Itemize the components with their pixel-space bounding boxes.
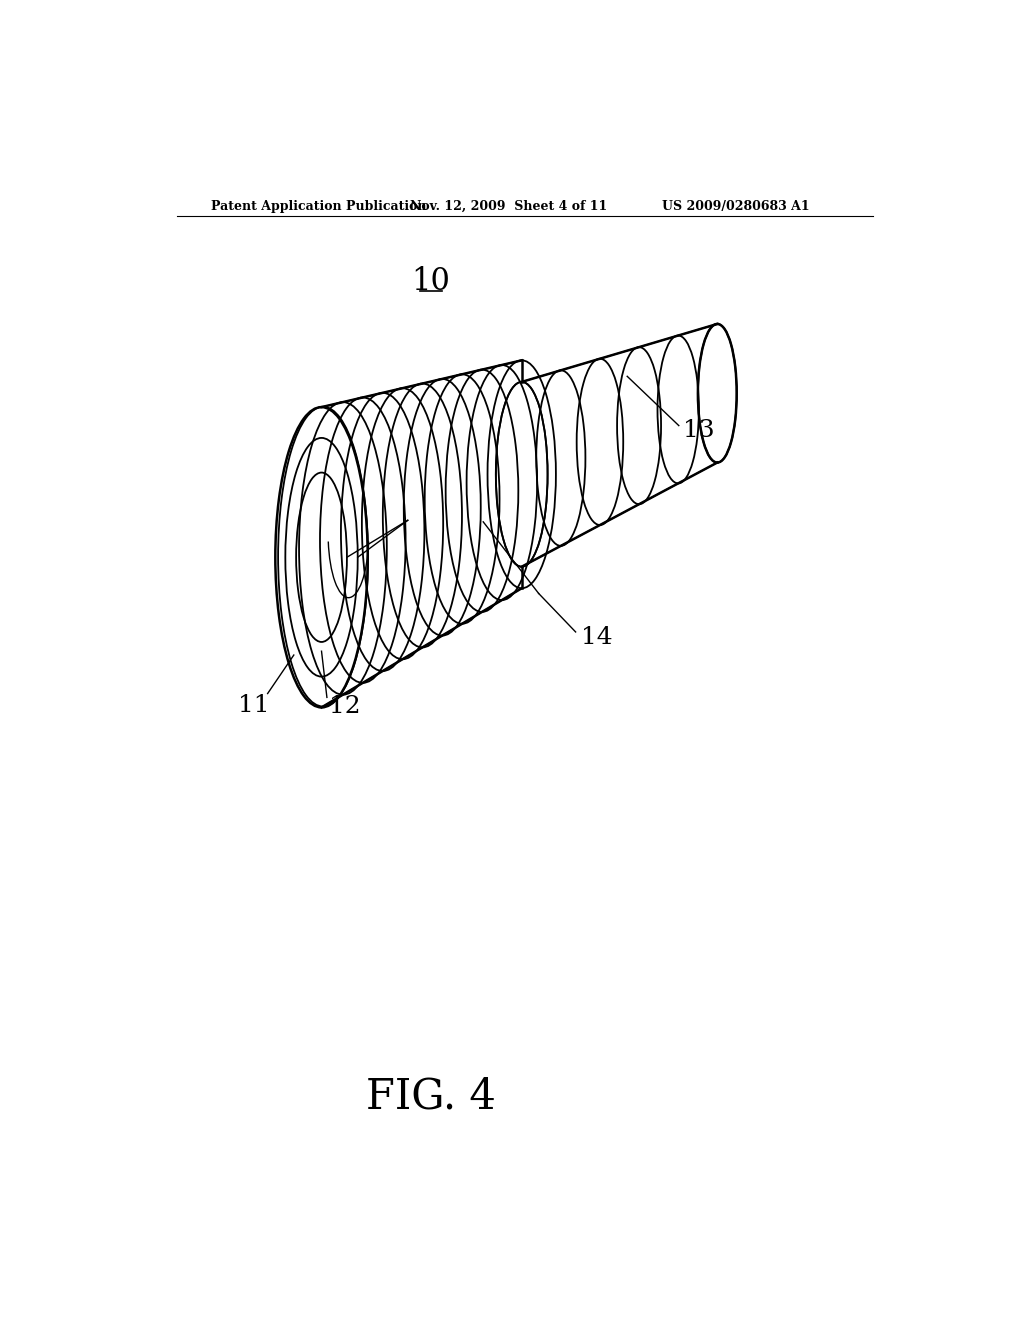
Text: Nov. 12, 2009  Sheet 4 of 11: Nov. 12, 2009 Sheet 4 of 11 [410, 199, 607, 213]
Text: 13: 13 [683, 418, 715, 442]
Text: Patent Application Publication: Patent Application Publication [211, 199, 426, 213]
Text: US 2009/0280683 A1: US 2009/0280683 A1 [662, 199, 810, 213]
Text: 10: 10 [412, 267, 451, 297]
Text: FIG. 4: FIG. 4 [366, 1076, 496, 1117]
Text: 12: 12 [330, 696, 360, 718]
Text: 11: 11 [238, 693, 269, 717]
Text: 14: 14 [581, 626, 612, 649]
